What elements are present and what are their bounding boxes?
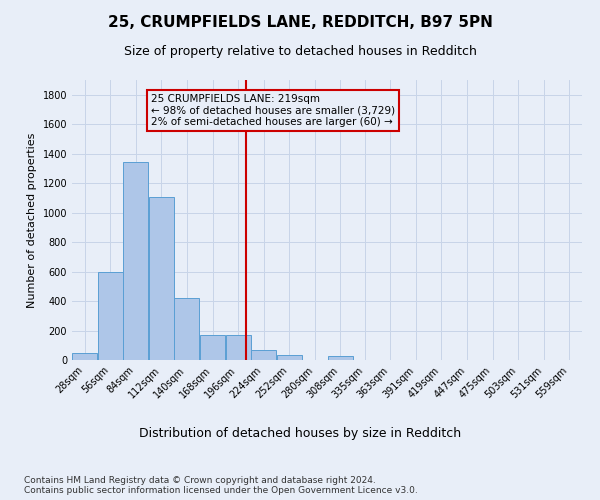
- Y-axis label: Number of detached properties: Number of detached properties: [27, 132, 37, 308]
- Text: Size of property relative to detached houses in Redditch: Size of property relative to detached ho…: [124, 45, 476, 58]
- Bar: [328, 356, 353, 360]
- Bar: [98, 272, 123, 360]
- Text: Contains HM Land Registry data © Crown copyright and database right 2024.
Contai: Contains HM Land Registry data © Crown c…: [24, 476, 418, 495]
- Bar: [200, 335, 225, 360]
- Bar: [149, 197, 174, 360]
- Text: 25 CRUMPFIELDS LANE: 219sqm
← 98% of detached houses are smaller (3,729)
2% of s: 25 CRUMPFIELDS LANE: 219sqm ← 98% of det…: [151, 94, 395, 127]
- Text: 25, CRUMPFIELDS LANE, REDDITCH, B97 5PN: 25, CRUMPFIELDS LANE, REDDITCH, B97 5PN: [107, 15, 493, 30]
- Bar: [226, 335, 251, 360]
- Bar: [72, 352, 97, 360]
- Text: Distribution of detached houses by size in Redditch: Distribution of detached houses by size …: [139, 428, 461, 440]
- Bar: [175, 298, 199, 360]
- Bar: [277, 355, 302, 360]
- Bar: [124, 162, 148, 360]
- Bar: [251, 350, 276, 360]
